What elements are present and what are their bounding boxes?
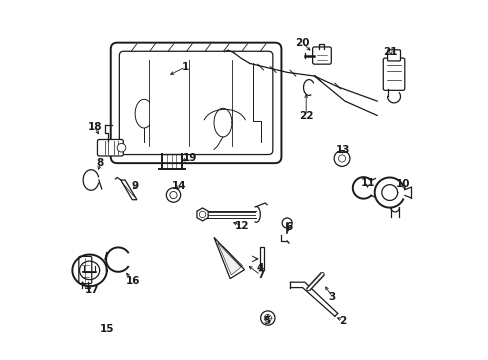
- Polygon shape: [214, 237, 244, 279]
- Text: 7: 7: [256, 270, 264, 280]
- Bar: [259, 247, 264, 270]
- Circle shape: [117, 143, 125, 152]
- Text: 13: 13: [335, 144, 349, 154]
- Text: 20: 20: [295, 38, 309, 48]
- Text: 16: 16: [125, 276, 140, 286]
- FancyBboxPatch shape: [79, 256, 92, 284]
- Text: 18: 18: [87, 122, 102, 132]
- Circle shape: [333, 150, 349, 166]
- Text: 17: 17: [84, 285, 99, 296]
- Text: 15: 15: [100, 324, 115, 334]
- FancyBboxPatch shape: [387, 50, 400, 61]
- Circle shape: [166, 188, 180, 202]
- Text: 6: 6: [285, 222, 292, 232]
- Text: 14: 14: [172, 181, 186, 192]
- Text: 21: 21: [383, 46, 397, 57]
- Text: 5: 5: [263, 316, 270, 325]
- FancyBboxPatch shape: [383, 58, 404, 90]
- Text: 19: 19: [183, 153, 197, 163]
- Text: 2: 2: [339, 316, 346, 325]
- Text: 1: 1: [182, 62, 188, 72]
- Circle shape: [260, 311, 274, 325]
- Text: 22: 22: [298, 111, 313, 121]
- FancyBboxPatch shape: [312, 47, 330, 64]
- FancyBboxPatch shape: [97, 139, 123, 156]
- Circle shape: [169, 192, 177, 199]
- Text: 8: 8: [97, 158, 104, 168]
- Text: 4: 4: [256, 263, 264, 273]
- Polygon shape: [121, 180, 137, 200]
- Circle shape: [264, 315, 271, 321]
- Text: 10: 10: [395, 179, 409, 189]
- Circle shape: [199, 211, 205, 218]
- FancyBboxPatch shape: [110, 42, 281, 163]
- Polygon shape: [197, 208, 208, 221]
- Circle shape: [282, 218, 292, 228]
- Text: 3: 3: [328, 292, 335, 302]
- Polygon shape: [217, 243, 241, 275]
- Text: 12: 12: [235, 221, 249, 231]
- Text: 11: 11: [360, 178, 375, 188]
- Circle shape: [338, 155, 345, 162]
- Text: 9: 9: [131, 181, 139, 192]
